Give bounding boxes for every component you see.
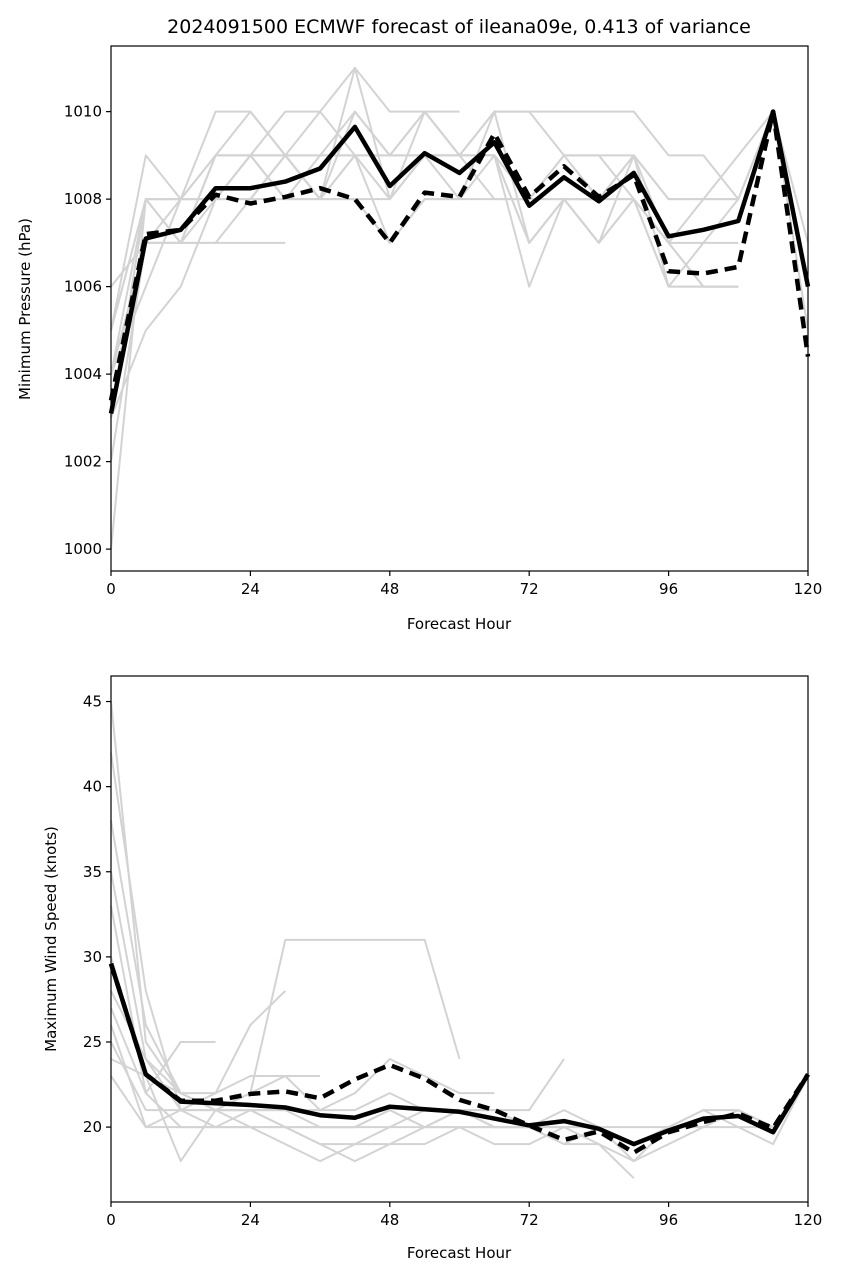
pressure-y-axis-label: Minimum Pressure (hPa)	[16, 218, 34, 400]
pressure-y-ticks: 1000 1002 1004 1006 1008 1010	[64, 103, 111, 558]
y-tick-label: 25	[83, 1033, 102, 1051]
member-line	[110, 701, 809, 1146]
wind-x-ticks: 0 24 48 72 96 120	[106, 1202, 822, 1229]
pressure-plot-frame	[110, 45, 809, 572]
wind-mean-lines	[108, 963, 810, 1155]
x-tick-label: 72	[520, 1211, 539, 1229]
y-tick-label: 1000	[64, 540, 102, 558]
wind-plot-frame	[110, 675, 809, 1203]
pressure-chart: 0 24 48 72 96 120 1000 1002 1004 1006 1008 1010 Fo…	[16, 45, 822, 633]
y-tick-label: 40	[83, 778, 102, 796]
y-tick-label: 30	[83, 948, 102, 966]
member-line	[110, 66, 460, 331]
x-tick-label: 72	[520, 580, 539, 598]
x-tick-label: 120	[794, 580, 823, 598]
pressure-x-ticks: 0 24 48 72 96 120	[106, 571, 822, 598]
member-line	[110, 110, 739, 331]
y-tick-label: 35	[83, 863, 102, 881]
y-tick-label: 1010	[64, 103, 102, 121]
pressure-mean-lines	[108, 109, 811, 414]
member-line	[110, 905, 216, 1095]
x-tick-label: 96	[659, 580, 678, 598]
y-tick-label: 1008	[64, 190, 102, 208]
y-tick-label: 45	[83, 693, 102, 711]
y-tick-label: 1004	[64, 365, 102, 383]
pressure-x-axis-label: Forecast Hour	[407, 615, 512, 633]
pressure-member-lines	[110, 66, 809, 550]
y-tick-label: 20	[83, 1118, 102, 1136]
mean-line	[108, 109, 811, 414]
wind-y-ticks: 20 25 30 35 40 45	[83, 693, 111, 1136]
x-tick-label: 48	[380, 580, 399, 598]
member-line	[110, 820, 461, 1112]
wind-member-lines	[110, 701, 809, 1179]
member-line	[110, 1007, 565, 1163]
x-tick-label: 48	[380, 1211, 399, 1229]
chart-title: 2024091500 ECMWF forecast of ileana09e, …	[167, 16, 751, 38]
member-line	[110, 154, 739, 331]
x-tick-label: 0	[106, 1211, 116, 1229]
x-tick-label: 24	[241, 1211, 260, 1229]
x-tick-label: 96	[659, 1211, 678, 1229]
wind-y-axis-label: Maximum Wind Speed (knots)	[42, 826, 60, 1052]
weighted-mean-line	[108, 963, 810, 1155]
wind-x-axis-label: Forecast Hour	[407, 1244, 512, 1262]
member-line	[110, 1075, 809, 1163]
y-tick-label: 1006	[64, 278, 102, 296]
mean-line	[108, 963, 810, 1147]
x-tick-label: 0	[106, 580, 116, 598]
member-line	[110, 110, 739, 462]
x-tick-label: 120	[794, 1211, 823, 1229]
y-tick-label: 1002	[64, 453, 102, 471]
x-tick-label: 24	[241, 580, 260, 598]
member-line	[110, 66, 809, 550]
weighted-mean-line	[108, 109, 811, 401]
